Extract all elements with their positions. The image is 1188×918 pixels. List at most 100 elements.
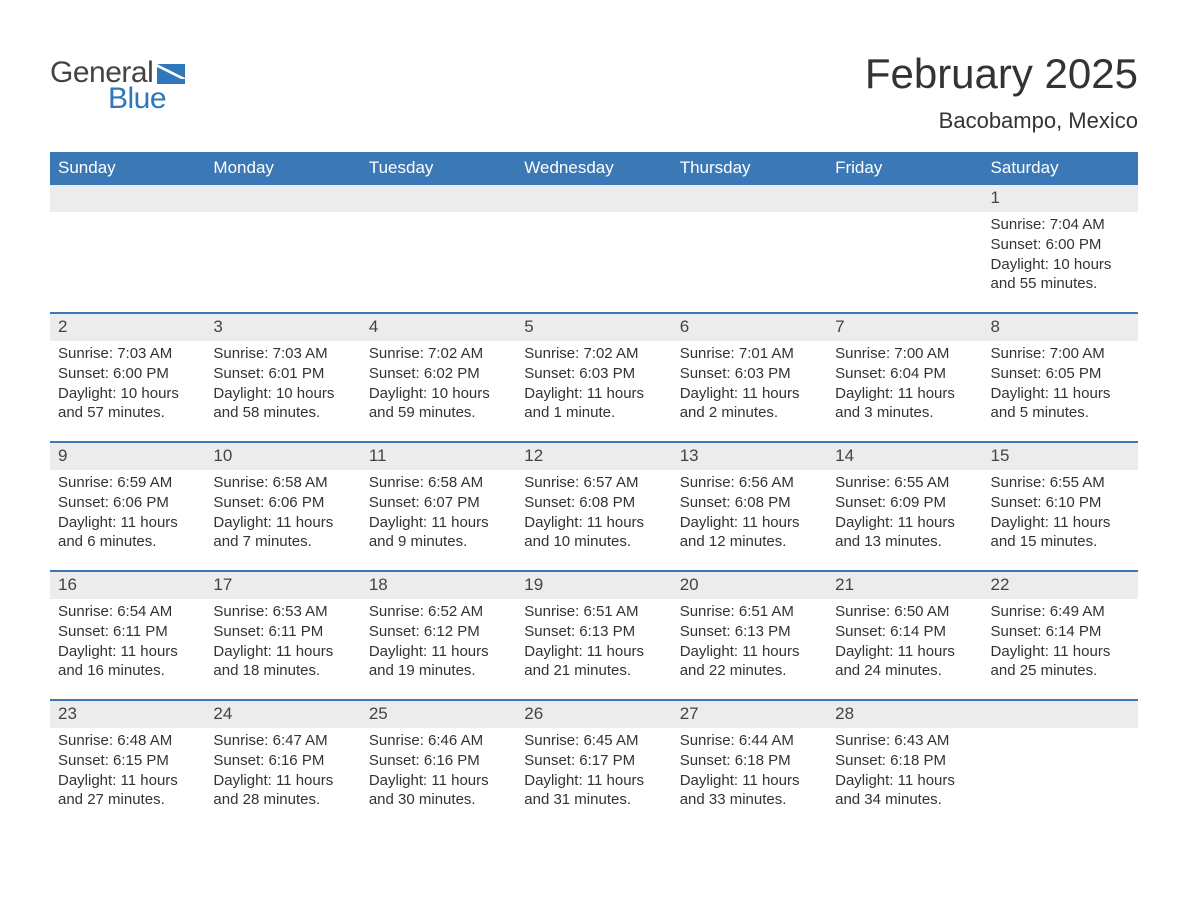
day-detail-line: Daylight: 11 hours and 15 minutes. [991,513,1130,553]
day-detail-line: Daylight: 11 hours and 13 minutes. [835,513,974,553]
weekday-header: Monday [205,152,360,185]
day-details: Sunrise: 6:55 AMSunset: 6:09 PMDaylight:… [827,470,982,562]
day-details-row: Sunrise: 7:04 AMSunset: 6:00 PMDaylight:… [50,212,1138,312]
calendar-page: General Blue February 2025 Bacobampo, Me… [0,0,1188,918]
day-details-row: Sunrise: 6:54 AMSunset: 6:11 PMDaylight:… [50,599,1138,699]
day-details: Sunrise: 6:45 AMSunset: 6:17 PMDaylight:… [516,728,671,820]
day-details: Sunrise: 6:56 AMSunset: 6:08 PMDaylight:… [672,470,827,562]
day-details-row: Sunrise: 6:59 AMSunset: 6:06 PMDaylight:… [50,470,1138,570]
day-detail-line: Daylight: 10 hours and 55 minutes. [991,255,1130,295]
day-detail-line: Daylight: 11 hours and 10 minutes. [524,513,663,553]
day-detail-line: Daylight: 11 hours and 7 minutes. [213,513,352,553]
day-number: 1 [983,185,1138,212]
day-detail-line: Sunrise: 7:02 AM [524,344,663,364]
day-details: Sunrise: 7:02 AMSunset: 6:02 PMDaylight:… [361,341,516,433]
day-detail-line: Sunrise: 6:51 AM [680,602,819,622]
day-detail-line: Daylight: 11 hours and 24 minutes. [835,642,974,682]
day-details: Sunrise: 6:44 AMSunset: 6:18 PMDaylight:… [672,728,827,820]
day-detail-line: Sunrise: 7:03 AM [213,344,352,364]
day-number: 10 [205,443,360,470]
day-detail-line: Sunrise: 7:02 AM [369,344,508,364]
day-details: Sunrise: 6:50 AMSunset: 6:14 PMDaylight:… [827,599,982,691]
day-number-row: 9101112131415 [50,443,1138,470]
day-number: 28 [827,701,982,728]
header-row: General Blue February 2025 Bacobampo, Me… [50,50,1138,134]
day-detail-line: Sunset: 6:13 PM [680,622,819,642]
day-detail-line: Sunset: 6:14 PM [835,622,974,642]
day-details [827,212,982,304]
day-detail-line: Sunrise: 6:46 AM [369,731,508,751]
day-details [983,728,1138,820]
day-detail-line: Sunset: 6:02 PM [369,364,508,384]
flag-icon [157,64,185,84]
day-detail-line: Sunset: 6:06 PM [58,493,197,513]
day-detail-line: Sunset: 6:05 PM [991,364,1130,384]
day-number: 17 [205,572,360,599]
day-number: 23 [50,701,205,728]
day-details: Sunrise: 7:01 AMSunset: 6:03 PMDaylight:… [672,341,827,433]
day-details: Sunrise: 6:55 AMSunset: 6:10 PMDaylight:… [983,470,1138,562]
day-details: Sunrise: 7:03 AMSunset: 6:00 PMDaylight:… [50,341,205,433]
day-detail-line: Sunset: 6:18 PM [835,751,974,771]
day-detail-line: Sunset: 6:15 PM [58,751,197,771]
day-number: 19 [516,572,671,599]
day-detail-line: Sunrise: 7:00 AM [835,344,974,364]
day-detail-line: Daylight: 11 hours and 3 minutes. [835,384,974,424]
day-number: 26 [516,701,671,728]
day-detail-line: Sunset: 6:13 PM [524,622,663,642]
day-details: Sunrise: 6:59 AMSunset: 6:06 PMDaylight:… [50,470,205,562]
day-detail-line: Sunrise: 6:58 AM [213,473,352,493]
day-detail-line: Sunrise: 6:44 AM [680,731,819,751]
day-detail-line: Daylight: 11 hours and 9 minutes. [369,513,508,553]
day-detail-line: Daylight: 11 hours and 6 minutes. [58,513,197,553]
month-title: February 2025 [865,50,1138,98]
day-detail-line: Daylight: 11 hours and 18 minutes. [213,642,352,682]
day-details-row: Sunrise: 6:48 AMSunset: 6:15 PMDaylight:… [50,728,1138,828]
day-detail-line: Sunset: 6:10 PM [991,493,1130,513]
day-number: 8 [983,314,1138,341]
day-number: 24 [205,701,360,728]
day-details: Sunrise: 6:46 AMSunset: 6:16 PMDaylight:… [361,728,516,820]
day-number [672,185,827,212]
weekday-header: Tuesday [361,152,516,185]
day-number: 6 [672,314,827,341]
day-detail-line: Sunrise: 7:04 AM [991,215,1130,235]
day-details: Sunrise: 6:53 AMSunset: 6:11 PMDaylight:… [205,599,360,691]
day-details: Sunrise: 6:57 AMSunset: 6:08 PMDaylight:… [516,470,671,562]
day-number: 11 [361,443,516,470]
brand-name-part2: Blue [108,82,166,116]
day-number: 20 [672,572,827,599]
day-detail-line: Sunrise: 6:53 AM [213,602,352,622]
day-detail-line: Sunrise: 6:54 AM [58,602,197,622]
weekday-header: Sunday [50,152,205,185]
day-number [516,185,671,212]
day-number: 21 [827,572,982,599]
day-number [983,701,1138,728]
day-detail-line: Sunrise: 6:58 AM [369,473,508,493]
day-detail-line: Sunrise: 6:50 AM [835,602,974,622]
weekday-header-row: Sunday Monday Tuesday Wednesday Thursday… [50,152,1138,185]
day-detail-line: Sunset: 6:04 PM [835,364,974,384]
day-detail-line: Daylight: 11 hours and 33 minutes. [680,771,819,811]
day-details: Sunrise: 6:48 AMSunset: 6:15 PMDaylight:… [50,728,205,820]
day-detail-line: Sunrise: 7:03 AM [58,344,197,364]
day-details [516,212,671,304]
day-detail-line: Sunset: 6:00 PM [58,364,197,384]
day-detail-line: Sunset: 6:00 PM [991,235,1130,255]
day-detail-line: Daylight: 11 hours and 19 minutes. [369,642,508,682]
day-number [50,185,205,212]
day-detail-line: Daylight: 11 hours and 27 minutes. [58,771,197,811]
day-detail-line: Sunrise: 7:01 AM [680,344,819,364]
day-number: 13 [672,443,827,470]
day-number: 16 [50,572,205,599]
day-number-row: 232425262728 [50,701,1138,728]
day-details: Sunrise: 6:54 AMSunset: 6:11 PMDaylight:… [50,599,205,691]
weekday-header: Wednesday [516,152,671,185]
day-detail-line: Daylight: 10 hours and 57 minutes. [58,384,197,424]
day-details [205,212,360,304]
day-detail-line: Daylight: 11 hours and 22 minutes. [680,642,819,682]
day-detail-line: Sunset: 6:11 PM [213,622,352,642]
day-number: 12 [516,443,671,470]
day-detail-line: Sunset: 6:12 PM [369,622,508,642]
day-number: 27 [672,701,827,728]
